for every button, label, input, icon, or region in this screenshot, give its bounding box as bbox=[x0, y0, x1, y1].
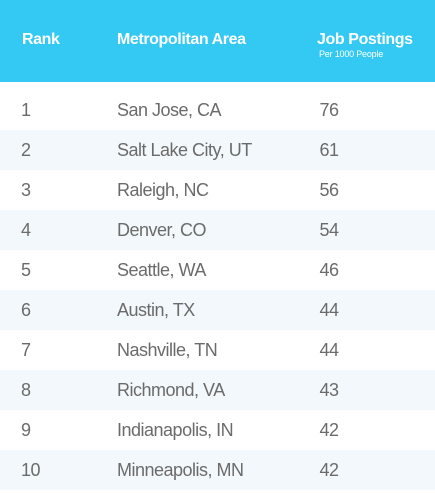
rank-cell: 7 bbox=[21, 340, 31, 360]
rank-cell: 3 bbox=[21, 180, 31, 200]
postings-cell: 42 bbox=[319, 460, 339, 480]
area-cell: Salt Lake City, UT bbox=[117, 140, 252, 160]
area-cell: Denver, CO bbox=[117, 220, 207, 240]
postings-cell: 54 bbox=[319, 220, 339, 240]
table-row: 8 Richmond, VA 43 bbox=[0, 370, 435, 410]
table-row: 4 Denver, CO 54 bbox=[0, 210, 435, 250]
rank-cell: 10 bbox=[21, 460, 41, 480]
postings-cell: 42 bbox=[319, 420, 339, 440]
table-row: 6 Austin, TX 44 bbox=[0, 290, 435, 330]
area-cell: Minneapolis, MN bbox=[117, 460, 244, 480]
postings-cell: 44 bbox=[319, 340, 339, 360]
rank-cell: 9 bbox=[21, 420, 31, 440]
header-metropolitan-area: Metropolitan Area bbox=[117, 31, 246, 48]
area-cell: Austin, TX bbox=[117, 300, 195, 320]
header-job-postings-subtitle: Per 1000 People bbox=[319, 49, 384, 59]
rank-cell: 4 bbox=[21, 220, 31, 240]
area-cell: Seattle, WA bbox=[117, 260, 206, 280]
postings-cell: 46 bbox=[319, 260, 339, 280]
area-cell: Richmond, VA bbox=[117, 380, 225, 400]
rank-cell: 1 bbox=[21, 100, 31, 120]
rank-cell: 2 bbox=[21, 140, 31, 160]
table-row: 3 Raleigh, NC 56 bbox=[0, 170, 435, 210]
table-row: 7 Nashville, TN 44 bbox=[0, 330, 435, 370]
header-job-postings: Job Postings bbox=[317, 31, 413, 48]
area-cell: Nashville, TN bbox=[117, 340, 218, 360]
postings-cell: 56 bbox=[319, 180, 339, 200]
area-cell: San Jose, CA bbox=[117, 100, 222, 120]
rank-cell: 8 bbox=[21, 380, 31, 400]
table-row: 1 San Jose, CA 76 bbox=[0, 90, 435, 130]
table-header: Rank Metropolitan Area Job Postings Per … bbox=[0, 0, 435, 82]
rank-cell: 5 bbox=[21, 260, 31, 280]
table-row: 9 Indianapolis, IN 42 bbox=[0, 410, 435, 450]
table-row: 5 Seattle, WA 46 bbox=[0, 250, 435, 290]
table-row: 10 Minneapolis, MN 42 bbox=[0, 450, 435, 490]
header-rank: Rank bbox=[22, 31, 60, 48]
rank-cell: 6 bbox=[21, 300, 31, 320]
postings-cell: 61 bbox=[319, 140, 339, 160]
table-body: 1 San Jose, CA 76 2 Salt Lake City, UT 6… bbox=[0, 90, 435, 490]
area-cell: Raleigh, NC bbox=[117, 180, 209, 200]
postings-cell: 76 bbox=[319, 100, 339, 120]
table-row: 2 Salt Lake City, UT 61 bbox=[0, 130, 435, 170]
postings-cell: 44 bbox=[319, 300, 339, 320]
area-cell: Indianapolis, IN bbox=[117, 420, 234, 440]
postings-cell: 43 bbox=[319, 380, 339, 400]
